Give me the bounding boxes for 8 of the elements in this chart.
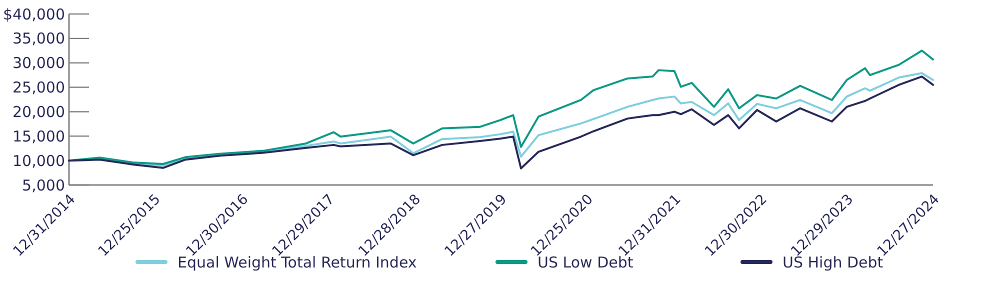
y-tick-label: 10,000 bbox=[12, 152, 65, 170]
y-tick-label: 30,000 bbox=[12, 54, 65, 72]
y-tick-label: 25,000 bbox=[12, 78, 65, 97]
y-tick-label: 5,000 bbox=[22, 176, 65, 194]
y-tick-label: $40,000 bbox=[2, 5, 65, 24]
y-tick-label: 20,000 bbox=[12, 102, 65, 121]
y-tick-label: 15,000 bbox=[12, 127, 65, 146]
y-tick-label: 35,000 bbox=[12, 30, 65, 48]
